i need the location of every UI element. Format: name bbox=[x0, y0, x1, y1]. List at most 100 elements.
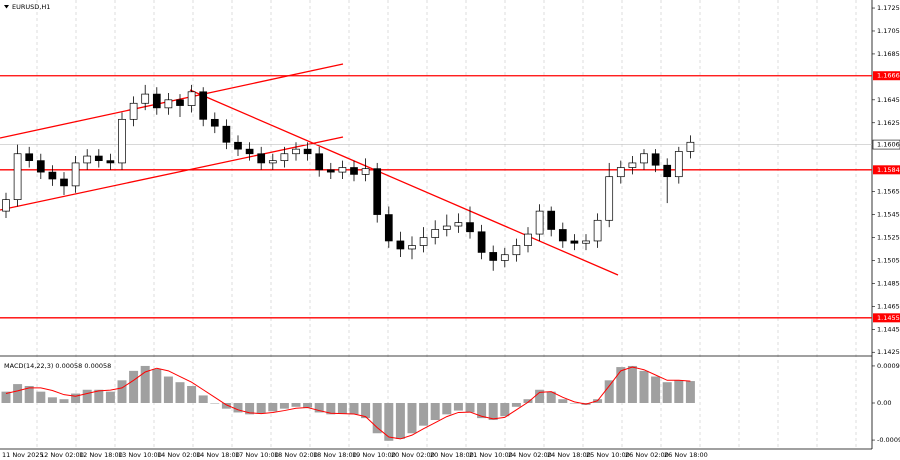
macd-bar bbox=[477, 403, 487, 419]
macd-bar bbox=[419, 403, 429, 426]
macd-bar bbox=[430, 403, 440, 421]
level-label: 1.1455 bbox=[877, 314, 900, 322]
candle-body bbox=[396, 240, 405, 250]
x-tick-label: 11 Nov 2025 bbox=[2, 451, 44, 459]
y-tick-label: 1.1525 bbox=[877, 234, 900, 242]
x-tick-label: 13 Nov 10:00 bbox=[118, 451, 162, 459]
macd-bar bbox=[233, 403, 243, 413]
macd-bar bbox=[268, 403, 278, 412]
macd-y-tick-label: 0.00098 bbox=[877, 362, 900, 370]
candle-body bbox=[454, 222, 463, 227]
macd-bar bbox=[535, 389, 545, 403]
y-tick-label: 1.1505 bbox=[877, 256, 900, 264]
candle-body bbox=[628, 162, 637, 168]
macd-bar bbox=[639, 370, 649, 403]
descending-trend-line[interactable] bbox=[189, 89, 619, 276]
y-tick-label: 1.1465 bbox=[877, 302, 900, 310]
macd-bar bbox=[71, 393, 81, 403]
candle-body bbox=[663, 164, 672, 178]
candle-body bbox=[442, 225, 451, 230]
candle-body bbox=[36, 160, 45, 173]
macd-bar bbox=[256, 403, 266, 414]
macd-bar bbox=[291, 403, 301, 407]
level-label-box bbox=[873, 165, 900, 175]
macd-bar bbox=[221, 403, 231, 409]
x-tick-label: 18 Nov 02:00 bbox=[274, 451, 318, 459]
candle-body bbox=[48, 171, 57, 180]
candle-body bbox=[593, 219, 602, 242]
macd-bar bbox=[82, 389, 92, 403]
macd-bar bbox=[13, 384, 23, 403]
macd-bar bbox=[442, 403, 452, 415]
y-tick-label: 1.1645 bbox=[877, 96, 900, 104]
x-tick-label: 26 Nov 02:00 bbox=[625, 451, 669, 459]
channel-lower-line[interactable] bbox=[0, 136, 344, 211]
level-label: 1.1584 bbox=[877, 166, 900, 174]
macd-bar bbox=[384, 403, 394, 441]
macd-bar bbox=[105, 391, 115, 403]
x-tick-label: 14 Nov 02:00 bbox=[157, 451, 201, 459]
candle-body bbox=[106, 160, 115, 164]
candle-body bbox=[674, 151, 683, 178]
macd-y-tick-label: 0.00 bbox=[877, 399, 891, 407]
menu-triangle[interactable] bbox=[4, 5, 9, 9]
x-tick-label: 17 Nov 10:00 bbox=[235, 451, 279, 459]
y-tick-label: 1.1545 bbox=[877, 211, 900, 219]
candle-body bbox=[500, 254, 509, 261]
candle-body bbox=[524, 233, 532, 246]
macd-bar bbox=[326, 403, 336, 415]
macd-bar bbox=[465, 403, 475, 413]
macd-bar bbox=[604, 380, 614, 403]
macd-bar bbox=[569, 403, 579, 404]
candle-body bbox=[535, 210, 544, 235]
candle-body bbox=[94, 155, 103, 161]
macd-bar bbox=[1, 391, 11, 403]
candle-body bbox=[257, 153, 266, 164]
candle-body bbox=[164, 99, 173, 109]
x-tick-label: 14 Nov 18:00 bbox=[196, 451, 240, 459]
candle-body bbox=[176, 99, 184, 106]
candle-body bbox=[245, 148, 254, 155]
candle-body bbox=[547, 210, 556, 230]
macd-bar bbox=[488, 403, 498, 421]
candle-body bbox=[570, 240, 579, 244]
x-tick-label: 18 Nov 18:00 bbox=[313, 451, 357, 459]
macd-label: MACD(14,22,3) 0.00058 0.00058 bbox=[4, 362, 111, 370]
candle-body bbox=[582, 240, 590, 244]
candle-body bbox=[419, 237, 428, 246]
macd-bar bbox=[198, 395, 208, 403]
macd-bar bbox=[279, 403, 289, 409]
chart-title: EURUSD,H1 bbox=[12, 3, 50, 11]
candle-body bbox=[118, 118, 126, 164]
y-tick-label: 1.1625 bbox=[877, 119, 900, 127]
candle-body bbox=[315, 153, 324, 171]
candle-body bbox=[431, 229, 440, 238]
candle-body bbox=[651, 153, 660, 166]
macd-bar bbox=[627, 365, 637, 403]
level-label-box bbox=[873, 313, 900, 323]
x-tick-label: 12 Nov 02:00 bbox=[40, 451, 84, 459]
x-tick-label: 25 Nov 10:00 bbox=[586, 451, 630, 459]
last-price-box bbox=[872, 139, 900, 150]
macd-bar bbox=[500, 403, 510, 417]
macd-bar bbox=[558, 399, 568, 403]
y-tick-label: 1.1565 bbox=[877, 188, 900, 196]
candle-body bbox=[408, 245, 416, 250]
macd-bar bbox=[187, 385, 197, 403]
macd-bar bbox=[59, 399, 69, 403]
macd-bar bbox=[651, 376, 661, 403]
candle-body bbox=[234, 141, 242, 150]
macd-bar bbox=[152, 368, 162, 403]
candle-body bbox=[210, 118, 219, 127]
candle-body bbox=[489, 252, 498, 261]
candle-body bbox=[640, 153, 648, 164]
candle-body bbox=[71, 162, 80, 187]
macd-bar bbox=[395, 403, 405, 439]
macd-bar bbox=[546, 391, 556, 403]
macd-signal-line bbox=[5, 366, 691, 440]
macd-bar bbox=[36, 391, 46, 403]
candle-body bbox=[199, 91, 208, 120]
candle-body bbox=[373, 168, 382, 215]
